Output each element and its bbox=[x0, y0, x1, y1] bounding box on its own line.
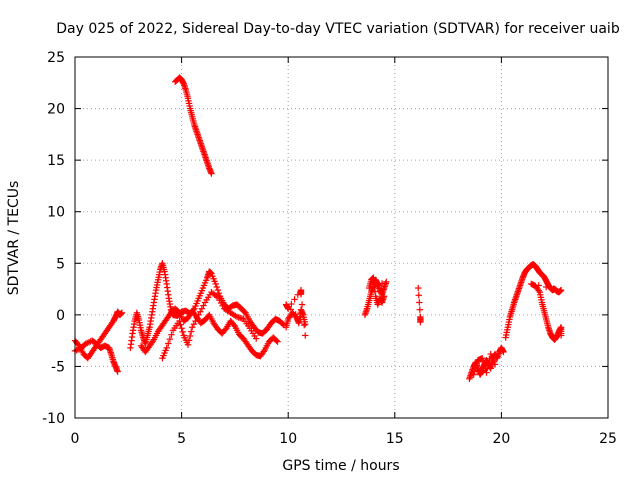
series-arc-19h bbox=[466, 344, 507, 383]
data-point bbox=[479, 354, 486, 362]
data-point bbox=[176, 317, 183, 325]
y-tick-label: 0 bbox=[56, 308, 65, 324]
data-point bbox=[179, 328, 186, 336]
series-arc-16h bbox=[415, 284, 424, 326]
plot-frame bbox=[74, 56, 609, 419]
data-point bbox=[471, 367, 478, 375]
data-point bbox=[416, 299, 423, 306]
y-tick-label: -5 bbox=[51, 359, 65, 375]
y-axis-label: SDTVAR / TECUs bbox=[6, 181, 22, 296]
data-point bbox=[557, 332, 565, 339]
data-point bbox=[470, 371, 477, 378]
data-point bbox=[416, 306, 424, 313]
data-point bbox=[208, 170, 215, 177]
data-point bbox=[114, 368, 121, 375]
data-point bbox=[302, 320, 309, 328]
data-point bbox=[473, 360, 481, 368]
data-point bbox=[480, 358, 487, 365]
data-point bbox=[383, 278, 390, 286]
data-point bbox=[187, 328, 195, 335]
y-tick-labels: -10 -5 0 5 10 15 20 25 bbox=[42, 50, 65, 427]
data-point bbox=[273, 337, 280, 344]
data-point bbox=[166, 335, 174, 343]
data-point bbox=[491, 361, 499, 368]
data-point bbox=[177, 321, 184, 328]
data-point bbox=[184, 341, 192, 348]
series-track-e bbox=[159, 288, 260, 362]
data-point bbox=[118, 309, 126, 316]
y-tick-label: 25 bbox=[47, 50, 65, 66]
chart-title: Day 025 of 2022, Sidereal Day-to-day VTE… bbox=[56, 21, 620, 37]
x-tick-label: 0 bbox=[71, 431, 80, 447]
data-point bbox=[274, 338, 281, 345]
data-point bbox=[185, 337, 193, 344]
data-point bbox=[214, 286, 222, 294]
series-arc-14h bbox=[361, 274, 390, 319]
data-point bbox=[300, 321, 308, 329]
data-point bbox=[557, 286, 565, 294]
data-point bbox=[168, 331, 175, 338]
data-point bbox=[253, 335, 260, 342]
data-point bbox=[198, 305, 206, 312]
data-point bbox=[186, 332, 194, 340]
data-point bbox=[483, 369, 490, 376]
data-point bbox=[212, 280, 219, 288]
data-point bbox=[415, 284, 422, 292]
data-point bbox=[288, 300, 295, 308]
data-point bbox=[230, 321, 238, 329]
data-point bbox=[380, 293, 388, 300]
series-high-track bbox=[172, 74, 215, 177]
data-point bbox=[302, 332, 309, 339]
series-track-a bbox=[71, 308, 126, 362]
x-axis-label: GPS time / hours bbox=[282, 458, 399, 474]
x-tick-label: 15 bbox=[386, 431, 404, 447]
data-point bbox=[190, 320, 198, 328]
data-point bbox=[484, 364, 491, 372]
data-point bbox=[163, 344, 170, 352]
data-point bbox=[189, 324, 196, 331]
data-point bbox=[417, 318, 424, 326]
data-point bbox=[472, 364, 480, 371]
data-point bbox=[297, 316, 304, 323]
axis-ticks bbox=[74, 56, 609, 419]
y-tick-label: 15 bbox=[47, 153, 65, 169]
data-point bbox=[542, 283, 550, 291]
y-tick-label: -10 bbox=[42, 411, 65, 427]
data-point bbox=[291, 296, 298, 303]
x-tick-label: 5 bbox=[177, 431, 186, 447]
data-point bbox=[279, 320, 287, 328]
series-arc-21h bbox=[502, 261, 565, 343]
data-point bbox=[213, 283, 220, 291]
grid bbox=[75, 57, 608, 418]
y-tick-label: 5 bbox=[56, 256, 65, 272]
data-point bbox=[297, 291, 305, 298]
data-point bbox=[500, 348, 507, 356]
data-point bbox=[178, 325, 185, 332]
data-point bbox=[285, 305, 292, 312]
y-tick-label: 20 bbox=[47, 102, 65, 118]
data-point bbox=[165, 340, 172, 347]
data-point bbox=[197, 308, 204, 315]
data-point bbox=[550, 285, 557, 292]
data-point bbox=[200, 302, 207, 309]
data-point bbox=[485, 360, 492, 367]
x-tick-label: 25 bbox=[599, 431, 617, 447]
data-point bbox=[378, 280, 386, 287]
series-track-f bbox=[282, 286, 309, 339]
data-point bbox=[292, 311, 299, 318]
data-point bbox=[415, 292, 422, 299]
x-tick-label: 20 bbox=[492, 431, 510, 447]
x-tick-labels: 0 5 10 15 20 25 bbox=[71, 431, 617, 447]
data-point bbox=[299, 311, 307, 319]
y-tick-label: 10 bbox=[47, 205, 65, 221]
x-tick-label: 10 bbox=[279, 431, 297, 447]
series-track-c bbox=[127, 260, 288, 352]
data-point bbox=[298, 301, 306, 308]
data-points bbox=[71, 74, 565, 383]
